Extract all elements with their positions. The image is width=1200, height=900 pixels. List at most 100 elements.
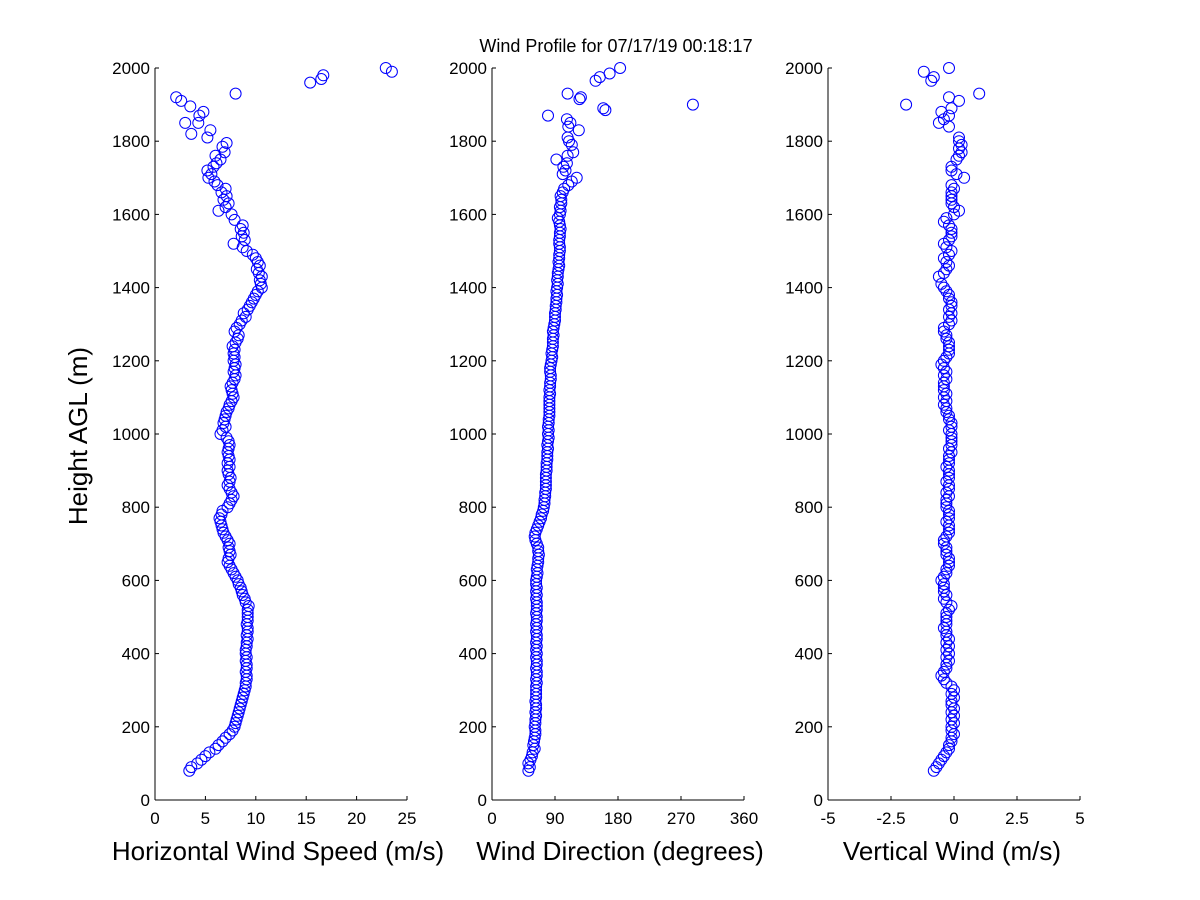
data-point: [940, 530, 953, 543]
data-point: [937, 570, 950, 583]
data-point: [565, 138, 578, 151]
data-point: [201, 164, 214, 177]
data-point: [237, 307, 250, 320]
data-point: [556, 168, 569, 181]
data-point: [940, 651, 953, 664]
data-point: [940, 256, 953, 268]
data-point: [558, 182, 571, 195]
data-point: [597, 102, 610, 115]
data-point: [222, 541, 235, 554]
data-point: [240, 651, 253, 664]
data-point: [940, 486, 953, 499]
data-point: [225, 208, 238, 221]
data-point: [940, 329, 953, 342]
data-point: [532, 545, 545, 558]
data-point: [232, 706, 245, 719]
data-point: [554, 223, 567, 235]
data-point: [940, 387, 953, 400]
x-tick-label: 15: [297, 809, 316, 828]
x-tick-label: 25: [398, 809, 417, 828]
x-tick-label: 20: [347, 809, 366, 828]
y-tick-label: 200: [795, 718, 823, 737]
data-point: [185, 127, 198, 140]
data-point: [945, 695, 958, 708]
data-point: [179, 116, 192, 129]
data-point: [227, 365, 240, 378]
data-point: [599, 104, 612, 117]
data-point: [937, 585, 950, 598]
data-point: [945, 713, 958, 726]
data-point: [945, 296, 958, 309]
data-point: [940, 263, 953, 276]
data-point: [570, 171, 583, 184]
y-tick-label: 0: [814, 791, 823, 810]
panel-1: 0 200 400 600 800 1000 1200 1400 1600 1800 2000 0 5 1…: [112, 59, 444, 866]
data-point: [948, 702, 960, 715]
data-point: [973, 87, 986, 100]
data-point: [209, 742, 222, 755]
data-point: [542, 109, 554, 122]
data-point: [564, 116, 577, 129]
data-point: [557, 160, 570, 173]
data-point: [937, 750, 950, 763]
y-tick-label: 1600: [785, 205, 823, 224]
data-point: [940, 365, 953, 378]
x-axis-label: Vertical Wind (m/s): [843, 836, 1061, 866]
data-point: [219, 731, 232, 744]
data-point: [204, 124, 217, 137]
y-tick-label: 1600: [112, 205, 150, 224]
data-point: [940, 515, 953, 528]
data-point: [940, 614, 953, 627]
data-point: [555, 193, 568, 206]
data-point: [937, 578, 950, 591]
data-point: [935, 277, 948, 290]
x-tick-label: 270: [667, 809, 695, 828]
data-point: [940, 351, 953, 364]
data-point: [205, 168, 218, 181]
data-point: [943, 739, 955, 752]
data-point: [927, 764, 940, 777]
data-point: [940, 493, 953, 506]
data-point: [955, 146, 968, 159]
data-point: [945, 420, 958, 433]
data-point: [228, 213, 241, 226]
data-point: [235, 314, 248, 327]
data-point: [937, 537, 950, 550]
data-point: [930, 761, 943, 774]
data-point: [900, 98, 913, 111]
y-tick-label: 600: [459, 571, 487, 590]
data-point: [940, 475, 953, 488]
data-point: [932, 757, 945, 770]
data-point: [943, 508, 955, 521]
data-point: [222, 468, 235, 481]
data-point: [937, 281, 950, 294]
data-point: [236, 219, 249, 232]
data-point: [943, 120, 955, 133]
data-point: [937, 384, 950, 397]
data-point: [937, 354, 950, 367]
data-point: [203, 746, 216, 759]
data-point: [304, 76, 317, 89]
figure-title: Wind Profile for 07/17/19 00:18:17: [479, 36, 752, 56]
data-point: [238, 234, 251, 246]
y-tick-label: 400: [122, 645, 150, 664]
data-point: [940, 373, 953, 386]
data-point: [215, 186, 228, 199]
data-point: [945, 720, 958, 733]
data-point: [935, 669, 948, 682]
data-point: [948, 691, 960, 704]
y-tick-label: 800: [459, 498, 487, 517]
data-point: [686, 98, 699, 111]
x-tick-label: 5: [1075, 809, 1084, 828]
data-point: [943, 559, 955, 572]
data-point: [940, 658, 953, 671]
data-point: [212, 739, 225, 752]
data-point: [945, 226, 958, 239]
y-tick-label: 1200: [449, 352, 487, 371]
data-point: [935, 574, 948, 587]
data-point: [937, 673, 950, 686]
data-point: [201, 131, 214, 144]
data-point: [943, 259, 955, 272]
data-point: [937, 665, 950, 678]
data-point: [940, 545, 953, 558]
